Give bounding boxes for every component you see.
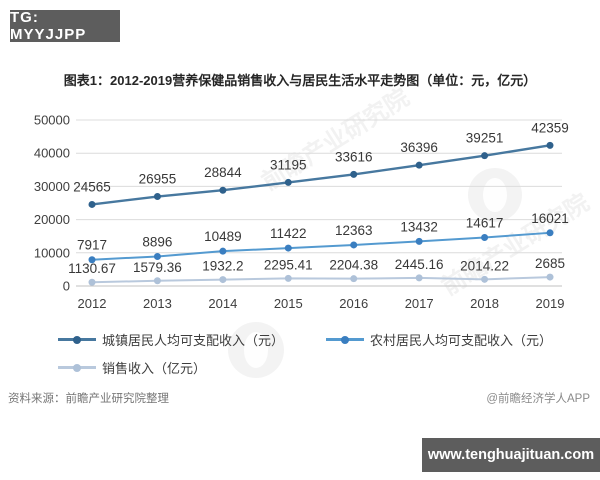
data-point <box>88 278 96 286</box>
svg-text:2016: 2016 <box>339 296 368 311</box>
data-label: 7917 <box>77 238 107 253</box>
data-point <box>415 237 423 245</box>
data-label: 10489 <box>204 229 242 244</box>
svg-text:2017: 2017 <box>405 296 434 311</box>
series-line <box>91 231 551 261</box>
data-point <box>219 276 227 284</box>
legend-line-marker <box>58 335 96 344</box>
data-label: 31195 <box>270 157 307 172</box>
svg-text:40000: 40000 <box>34 146 70 161</box>
legend-row-2: 销售收入（亿元） <box>58 358 594 377</box>
data-label: 8896 <box>142 234 172 249</box>
svg-text:2014: 2014 <box>208 296 237 311</box>
data-label: 36396 <box>400 140 438 155</box>
svg-text:0: 0 <box>63 279 70 294</box>
data-point <box>481 152 489 160</box>
data-label: 26955 <box>139 172 177 187</box>
data-label: 12363 <box>335 223 373 238</box>
site-url-badge: www.tenghuajituan.com <box>422 438 600 472</box>
data-point <box>153 252 161 260</box>
data-point <box>88 256 96 264</box>
legend-item-1: 农村居民人均可支配收入（元） <box>326 330 552 349</box>
svg-text:2015: 2015 <box>274 296 303 311</box>
legend-line-marker <box>58 363 96 372</box>
data-point <box>546 141 554 149</box>
data-point <box>546 273 554 281</box>
data-label: 1579.36 <box>133 260 182 275</box>
svg-text:50000: 50000 <box>34 113 70 128</box>
series-2: 1130.67 1579.36 1932.2 2295.41 2204.38 2445.1… <box>68 256 565 286</box>
svg-text:10000: 10000 <box>34 245 70 260</box>
x-axis-ticks: 2012 2013 2014 2015 2016 2017 2018 2019 <box>78 296 565 311</box>
legend-dot <box>73 363 81 372</box>
credit-note: @前瞻经济学人APP <box>486 393 590 405</box>
data-label: 1932.2 <box>202 259 243 274</box>
data-point <box>481 275 489 283</box>
data-point <box>546 229 554 237</box>
data-point <box>415 161 423 169</box>
data-point <box>284 178 292 186</box>
data-label: 33616 <box>335 149 373 164</box>
data-label: 16021 <box>531 211 569 226</box>
data-label: 2295.41 <box>264 257 313 272</box>
data-label: 28844 <box>204 165 242 180</box>
data-label: 2014.22 <box>460 258 509 273</box>
data-point <box>415 274 423 282</box>
promo-badge-top-left: TG: MYYJJPP <box>10 9 120 43</box>
svg-text:20000: 20000 <box>34 212 70 227</box>
gridlines <box>76 119 562 287</box>
data-point <box>284 274 292 282</box>
data-label: 13432 <box>400 219 438 234</box>
data-label: 1130.67 <box>68 261 116 276</box>
legend-item-2: 销售收入（亿元） <box>58 358 206 377</box>
data-label: 11422 <box>270 226 307 241</box>
legend-label: 城镇居民人均可支配收入（元） <box>102 333 285 348</box>
data-label: 2204.38 <box>329 258 378 273</box>
data-point <box>219 247 227 255</box>
chart-title: 图表1：2012-2019营养保健品销售收入与居民生活水平走势图（单位：元，亿元… <box>63 73 537 88</box>
data-label: 39251 <box>466 131 504 146</box>
svg-text:2019: 2019 <box>536 296 565 311</box>
data-label: 42359 <box>531 120 569 135</box>
svg-text:2012: 2012 <box>78 296 107 311</box>
legend-line-marker <box>326 335 365 344</box>
data-point <box>153 193 161 201</box>
data-label: 14617 <box>466 215 504 230</box>
legend-row-1: 城镇居民人均可支配收入（元） 农村居民人均可支配收入（元） <box>58 330 594 349</box>
data-label: 24565 <box>73 179 111 194</box>
svg-text:2013: 2013 <box>143 296 172 311</box>
legend-dot <box>341 335 350 344</box>
legend-label: 农村居民人均可支配收入（元） <box>370 333 553 348</box>
legend-label: 销售收入（亿元） <box>102 361 207 376</box>
data-point <box>481 233 489 241</box>
data-point <box>153 277 161 285</box>
svg-text:2018: 2018 <box>470 296 499 311</box>
svg-text:30000: 30000 <box>34 179 70 194</box>
data-point <box>284 244 292 252</box>
data-label: 2685 <box>535 256 565 271</box>
data-point <box>350 275 358 283</box>
data-point <box>350 170 358 178</box>
series-line <box>91 276 551 284</box>
series-line <box>91 144 551 206</box>
series-0: 24565 26955 28844 31195 33616 36396 39251 42359 <box>73 120 569 208</box>
series-1: 7917 8896 10489 11422 12363 13432 14617 16021 <box>77 211 569 264</box>
legend-item-0: 城镇居民人均可支配收入（元） <box>58 330 284 349</box>
data-point <box>219 186 227 194</box>
data-source-note: 资料来源：前瞻产业研究院整理 <box>8 393 169 405</box>
data-point <box>88 200 96 208</box>
y-axis-ticks: 0 10000 20000 30000 40000 50000 <box>34 113 70 294</box>
data-label: 2445.16 <box>395 257 444 272</box>
chart-legend: 城镇居民人均可支配收入（元） 农村居民人均可支配收入（元） 销售收入（亿元） <box>58 330 594 386</box>
legend-dot <box>73 335 81 344</box>
data-point <box>350 241 358 249</box>
